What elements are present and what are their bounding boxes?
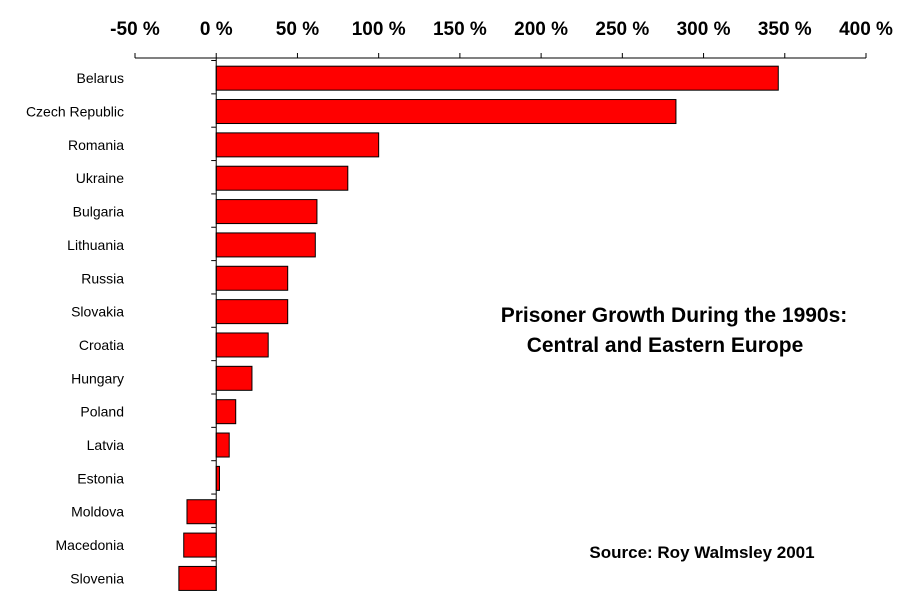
bar-poland [215,399,237,425]
category-label: Poland [80,404,124,420]
category-label: Moldova [71,504,124,520]
bar-croatia [215,332,269,358]
x-tick-label: 400 % [839,19,893,40]
x-tick-label: 150 % [433,19,487,40]
category-labels: Belarus Czech Republic Romania Ukraine Bulga… [26,70,124,586]
bar-bulgaria [215,199,318,225]
category-label: Belarus [77,70,124,86]
bar-latvia [215,432,230,458]
y-axis [211,58,217,591]
category-label: Latvia [87,437,125,453]
bars [178,65,779,591]
category-label: Hungary [71,370,124,386]
bar-lithuania [215,232,316,258]
bar-slovakia [215,299,289,325]
x-tick-label: 300 % [677,19,731,40]
category-label: Bulgaria [73,204,125,220]
category-label: Slovakia [71,304,124,320]
bar-hungary [215,365,253,391]
x-tick-label: 250 % [595,19,649,40]
category-label: Russia [81,270,124,286]
source-note: Source: Roy Walmsley 2001 [589,543,814,562]
category-label: Romania [68,137,124,153]
x-tick-label: 0 % [200,19,233,40]
x-tick-label: 50 % [276,19,319,40]
category-label: Macedonia [56,537,125,553]
bar-macedonia [183,532,217,558]
x-axis: -50 % 0 % 50 % 100 % 150 % 200 % 250 % 300 % 350… [110,19,893,59]
x-tick-label: 350 % [758,19,812,40]
chart-title-line-2: Central and Eastern Europe [527,334,804,357]
category-label: Slovenia [70,570,124,586]
category-label: Croatia [79,337,124,353]
bar-slovenia [178,565,217,591]
x-tick-label: 200 % [514,19,568,40]
category-label: Estonia [77,470,124,486]
bar-moldova [186,499,217,525]
x-tick-label: -50 % [110,19,160,40]
bar-romania [215,132,380,158]
category-label: Czech Republic [26,104,124,120]
bar-ukraine [215,165,349,191]
x-tick-label: 100 % [352,19,406,40]
bar-belarus [215,65,779,91]
bar-russia [215,265,289,291]
chart-title-line-1: Prisoner Growth During the 1990s: [501,304,848,327]
category-label: Lithuania [67,237,124,253]
category-label: Ukraine [76,170,124,186]
bar-czech-republic [215,99,677,125]
